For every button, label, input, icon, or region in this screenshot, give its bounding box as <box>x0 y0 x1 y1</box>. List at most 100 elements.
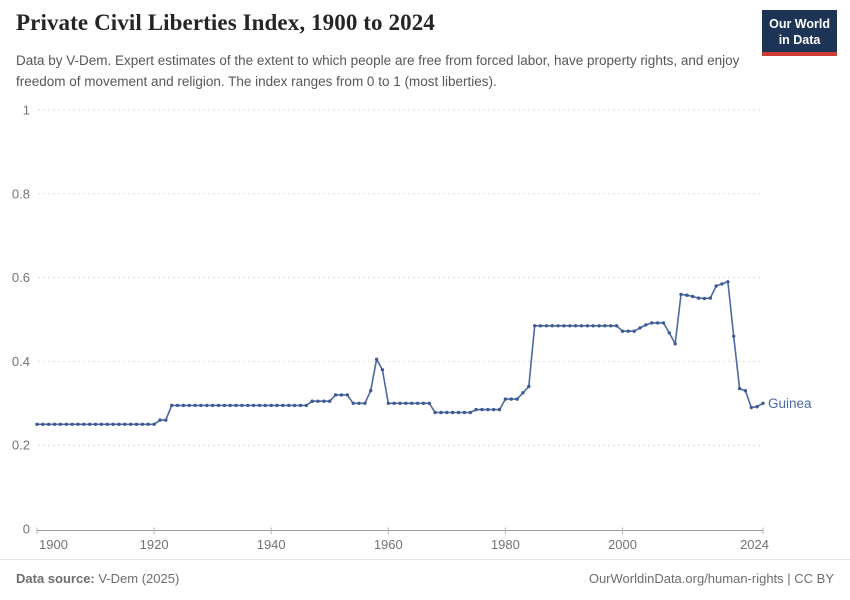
data-point <box>492 407 496 412</box>
data-point <box>199 403 203 408</box>
y-tick-label: 0 <box>23 522 30 537</box>
data-point <box>410 401 414 405</box>
data-source-value: V-Dem (2025) <box>98 571 180 586</box>
data-point <box>538 324 543 328</box>
data-point <box>380 368 385 372</box>
data-source-label: Data source: <box>16 571 95 586</box>
data-point <box>544 324 549 328</box>
data-point <box>210 403 215 408</box>
data-point <box>644 323 648 327</box>
data-point <box>257 403 262 408</box>
data-point <box>76 422 80 426</box>
data-point <box>433 410 437 415</box>
data-point <box>99 422 104 426</box>
data-point <box>661 321 666 325</box>
data-point <box>527 384 531 389</box>
chart-footer: Data source: V-Dem (2025) OurWorldinData… <box>0 559 850 600</box>
data-point <box>550 324 554 328</box>
data-point <box>667 331 671 335</box>
data-point <box>503 397 508 401</box>
data-point <box>679 292 683 297</box>
y-tick-label: 0.6 <box>12 270 30 285</box>
data-point <box>720 282 724 286</box>
data-point <box>655 321 660 325</box>
data-point <box>193 403 197 408</box>
data-point <box>64 422 69 426</box>
data-point <box>515 397 519 401</box>
data-point <box>351 401 355 405</box>
data-point <box>363 401 367 405</box>
data-point <box>556 324 560 328</box>
data-point <box>105 422 110 426</box>
data-point <box>696 296 701 300</box>
attribution: OurWorldinData.org/human-rights | CC BY <box>588 571 834 586</box>
y-tick-label: 0.8 <box>12 186 30 201</box>
data-point <box>345 393 349 397</box>
data-point <box>456 410 461 415</box>
data-point <box>129 422 133 426</box>
data-point <box>521 391 525 395</box>
data-point <box>726 280 730 284</box>
data-point <box>451 410 455 415</box>
data-point <box>445 410 449 415</box>
data-point <box>287 403 291 408</box>
data-point <box>123 422 127 426</box>
data-point <box>275 403 279 408</box>
data-point <box>316 399 320 403</box>
data-point <box>152 422 156 426</box>
data-point <box>398 401 402 405</box>
data-point <box>509 397 513 401</box>
data-point <box>638 326 642 330</box>
data-point <box>88 422 92 426</box>
data-point <box>187 403 191 408</box>
y-tick-label: 0.2 <box>12 438 30 453</box>
chart-subtitle: Data by V-Dem. Expert estimates of the e… <box>16 53 740 89</box>
data-point <box>170 403 174 408</box>
data-point <box>322 399 326 403</box>
data-point <box>386 401 390 405</box>
data-point <box>269 403 273 408</box>
data-point <box>749 405 753 410</box>
data-point <box>263 403 267 408</box>
data-point <box>41 422 45 426</box>
data-point <box>421 401 426 405</box>
data-point <box>328 399 332 403</box>
data-point <box>732 334 736 338</box>
data-point <box>374 357 379 361</box>
data-point <box>298 403 303 408</box>
x-tick-label: 1980 <box>491 537 520 552</box>
data-point <box>47 422 51 426</box>
data-point <box>234 403 238 408</box>
series-label: Guinea <box>768 396 812 411</box>
x-tick-label: 1940 <box>257 537 286 552</box>
data-point <box>251 403 256 408</box>
data-point <box>415 401 420 405</box>
data-point <box>439 410 443 415</box>
y-tick-label: 1 <box>23 103 30 118</box>
data-point <box>35 422 39 426</box>
owid-logo-line1: Our World <box>769 17 830 31</box>
data-point <box>369 389 373 393</box>
data-point <box>620 329 625 333</box>
data-point <box>304 403 308 408</box>
data-point <box>480 407 484 412</box>
data-point <box>568 324 572 328</box>
data-point <box>603 324 607 328</box>
data-point <box>685 293 689 297</box>
data-point <box>240 403 244 408</box>
data-point <box>292 403 297 408</box>
data-point <box>591 324 595 328</box>
data-point <box>579 324 584 328</box>
data-point <box>597 324 601 328</box>
page-title: Private Civil Liberties Index, 1900 to 2… <box>16 10 435 35</box>
data-point <box>714 284 718 288</box>
data-point <box>497 407 502 412</box>
data-point <box>562 324 566 328</box>
data-point <box>392 401 396 405</box>
data-point <box>404 401 408 405</box>
x-tick-label: 1920 <box>140 537 169 552</box>
data-point <box>52 422 57 426</box>
data-point <box>533 324 537 328</box>
